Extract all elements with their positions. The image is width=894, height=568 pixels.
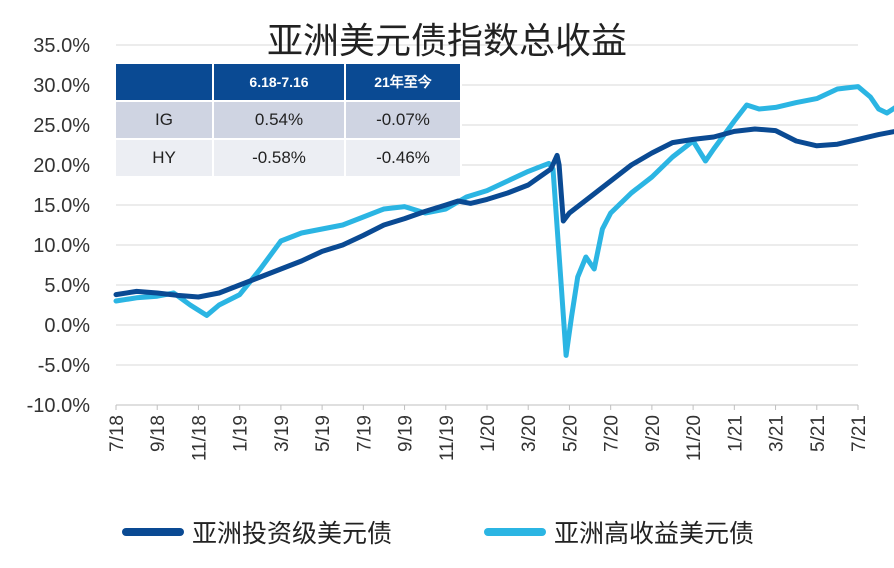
x-tick-label: 1/19 xyxy=(231,415,252,452)
x-tick-label: 7/21 xyxy=(849,415,870,452)
x-tick-label: 7/18 xyxy=(107,415,128,452)
legend: 亚洲投资级美元债 亚洲高收益美元债 xyxy=(0,514,894,548)
x-tick-label: 9/18 xyxy=(148,415,169,452)
chart-title: 亚洲美元债指数总收益 xyxy=(0,12,894,64)
legend-swatch-ig xyxy=(122,528,184,536)
stats-header-row: 6.18-7.16 21年至今 xyxy=(115,63,461,101)
stats-table: 6.18-7.16 21年至今 IG 0.54% -0.07% HY -0.58… xyxy=(114,62,462,178)
stats-row-label: IG xyxy=(115,101,213,139)
stats-row-label: HY xyxy=(115,139,213,177)
legend-item-ig: 亚洲投资级美元债 xyxy=(122,514,392,550)
x-tick-label: 7/20 xyxy=(602,415,623,452)
legend-item-hy: 亚洲高收益美元债 xyxy=(484,514,754,550)
x-tick-label: 1/20 xyxy=(478,415,499,452)
x-tick-label: 7/19 xyxy=(354,415,375,452)
y-tick-label: 25.0% xyxy=(33,115,90,137)
y-tick-label: 30.0% xyxy=(33,75,90,97)
y-axis-ticks: 35.0%30.0%25.0%20.0%15.0%10.0%5.0%0.0%-5… xyxy=(27,35,91,417)
stats-row: IG 0.54% -0.07% xyxy=(115,101,461,139)
x-tick-label: 11/20 xyxy=(684,415,705,461)
y-tick-label: -5.0% xyxy=(38,355,90,377)
x-tick-label: 11/19 xyxy=(437,415,458,461)
legend-label-hy: 亚洲高收益美元债 xyxy=(554,514,754,550)
x-tick-label: 9/19 xyxy=(396,415,417,452)
x-tick-label: 3/20 xyxy=(519,415,540,452)
y-tick-label: -10.0% xyxy=(27,395,91,417)
x-tick-label: 11/18 xyxy=(189,415,210,461)
y-tick-label: 20.0% xyxy=(33,155,90,177)
stats-cell: -0.58% xyxy=(213,139,345,177)
y-tick-label: 15.0% xyxy=(33,195,90,217)
x-tick-label: 1/21 xyxy=(725,415,746,452)
y-tick-label: 10.0% xyxy=(33,235,90,257)
x-tick-label: 3/21 xyxy=(767,415,788,452)
stats-header-cell: 6.18-7.16 xyxy=(213,63,345,101)
x-axis-ticks: 7/18 9/18 11/18 1/19 3/19 5/19 7/19 9/19 11/19 1/… xyxy=(107,405,870,461)
stats-header-cell xyxy=(115,63,213,101)
stats-row: HY -0.58% -0.46% xyxy=(115,139,461,177)
y-tick-label: 5.0% xyxy=(44,275,90,297)
stats-cell: -0.46% xyxy=(345,139,461,177)
stats-header-cell: 21年至今 xyxy=(345,63,461,101)
y-tick-label: 0.0% xyxy=(44,315,90,337)
x-tick-label: 9/20 xyxy=(643,415,664,452)
legend-label-ig: 亚洲投资级美元债 xyxy=(192,514,392,550)
stats-cell: -0.07% xyxy=(345,101,461,139)
x-tick-label: 5/20 xyxy=(560,415,581,452)
x-tick-label: 5/19 xyxy=(313,415,334,452)
legend-swatch-hy xyxy=(484,528,546,536)
stats-cell: 0.54% xyxy=(213,101,345,139)
x-tick-label: 3/19 xyxy=(272,415,293,452)
x-tick-label: 5/21 xyxy=(808,415,829,452)
